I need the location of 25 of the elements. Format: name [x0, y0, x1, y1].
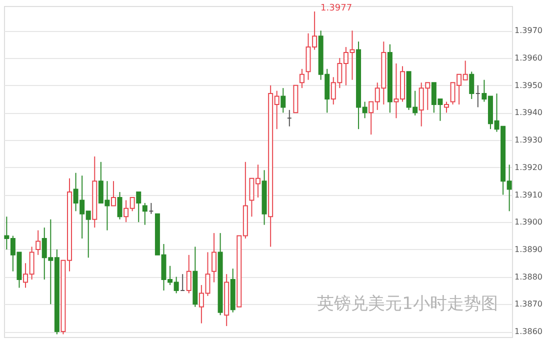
y-tick-label: 1.3860 [514, 327, 542, 336]
y-tick-label: 1.3950 [514, 80, 542, 90]
annotation: 1.3977 [320, 3, 352, 14]
y-tick-label: 1.3900 [514, 218, 542, 227]
y-tick-label: 1.3930 [514, 136, 542, 145]
y-tick-label: 1.3890 [514, 244, 542, 254]
candlestick [186, 254, 192, 294]
candlestick [36, 230, 41, 256]
candlestick [117, 192, 122, 220]
candlestick [280, 88, 286, 114]
candlestick [299, 68, 304, 89]
candlestick [444, 101, 449, 114]
y-tick-label: 1.3910 [514, 190, 542, 200]
y-tick-label: 1.3870 [514, 300, 542, 309]
text: 英镑兑美元1小时走势图 [317, 294, 498, 314]
candlestick [110, 180, 116, 206]
candlestick [142, 202, 148, 226]
y-tick-label: 1.3970 [514, 26, 542, 36]
y-tick-label: 1.3880 [514, 272, 542, 282]
candlestick [212, 232, 217, 283]
candlestick [469, 71, 474, 100]
y-tick-label: 1.3960 [514, 53, 542, 62]
candlestick [136, 192, 142, 223]
y-tick-label: 1.3920 [514, 162, 542, 172]
y-tick-label: 1.3940 [514, 108, 542, 118]
